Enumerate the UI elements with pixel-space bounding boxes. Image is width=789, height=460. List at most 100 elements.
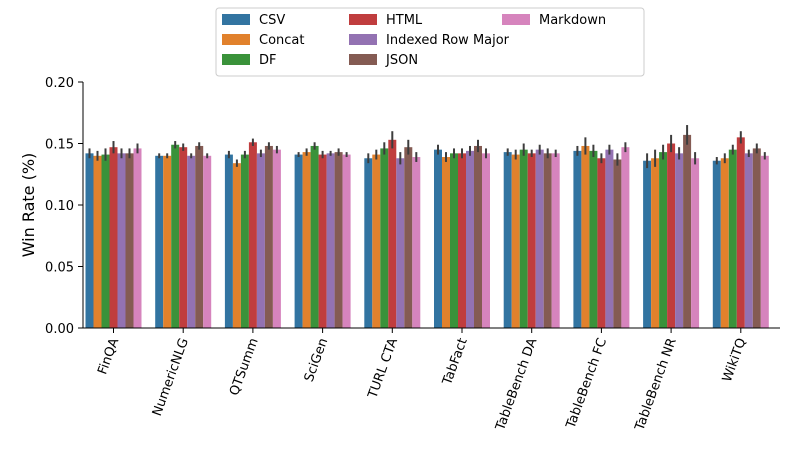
bar-html-9 [736,137,745,328]
bar-json-2 [264,145,273,328]
x-tick-label-tablebench-fc: TableBench FC [563,336,610,431]
bar-concat-6 [511,154,520,328]
bar-html-8 [667,143,676,328]
bar-csv-2 [224,154,233,328]
bar-concat-4 [372,154,381,328]
bar-markdown-0 [133,148,142,328]
bar-html-2 [248,142,257,328]
bar-indexed-row-major-9 [744,153,753,328]
bar-indexed-row-major-7 [605,149,614,328]
y-tick-label: 0.20 [45,76,74,91]
bar-csv-5 [434,149,442,328]
legend-swatch-csv [222,14,250,25]
bar-html-0 [109,147,118,328]
legend-swatch-html [349,14,377,25]
x-tick-label-finqa: FinQA [95,336,122,376]
bar-df-1 [171,144,180,328]
bar-html-7 [597,158,606,328]
bar-markdown-9 [760,155,769,328]
bar-concat-7 [581,145,590,328]
bar-indexed-row-major-5 [466,150,474,328]
x-tick-label-tablebench-da: TableBench DA [493,336,541,433]
bar-json-6 [543,153,552,328]
bar-markdown-8 [691,158,700,328]
bar-html-5 [458,153,466,328]
bar-csv-0 [85,153,94,328]
bar-indexed-row-major-3 [326,153,335,328]
bar-indexed-row-major-1 [187,155,196,328]
x-tick-label-tabfact: TabFact [440,336,471,388]
bar-csv-1 [155,155,164,328]
bar-concat-8 [651,158,660,328]
bar-concat-9 [720,158,729,328]
legend-label: CSV [259,13,285,28]
x-tick-label-qtsumm: QTSumm [227,336,262,398]
legend-swatch-concat [222,34,250,45]
error-bars-layer [88,125,766,169]
y-tick-label: 0.15 [45,138,74,153]
bar-concat-2 [232,163,241,328]
bar-concat-5 [442,157,450,328]
x-tick-label-wikitq: WikiTQ [720,336,750,384]
bar-json-7 [613,159,622,328]
bar-csv-4 [364,158,373,328]
bar-df-7 [589,150,598,328]
bar-indexed-row-major-0 [117,153,126,328]
bar-json-5 [474,145,482,328]
legend-label: JSON [385,53,418,68]
bar-df-3 [310,145,319,328]
bar-concat-1 [163,155,172,328]
bar-markdown-4 [412,157,421,328]
legend-label: HTML [386,13,423,28]
bar-indexed-row-major-6 [535,149,544,328]
bar-df-4 [380,148,389,328]
bar-indexed-row-major-2 [256,153,265,328]
x-tick-label-tablebench-nr: TableBench NR [632,336,680,433]
legend-swatch-json [349,54,377,65]
bar-json-0 [125,153,134,328]
bar-json-4 [404,147,413,328]
bar-json-1 [195,145,204,328]
legend-swatch-df [222,54,250,65]
bar-csv-7 [573,150,582,328]
bar-markdown-3 [342,154,351,328]
x-tick-label-numericnlg: NumericNLG [150,336,192,418]
bar-csv-8 [643,160,652,328]
bar-markdown-2 [272,149,281,328]
legend-box [215,7,645,77]
bar-indexed-row-major-4 [396,158,405,328]
legend-label: Concat [259,33,304,48]
x-tick-label-scigen: SciGen [302,336,332,384]
bar-df-9 [728,149,737,328]
bar-csv-3 [294,154,303,328]
legend-label: Markdown [539,13,606,28]
bar-df-0 [101,154,110,328]
bar-df-2 [240,154,249,328]
y-tick-label: 0.05 [45,261,74,276]
legend-label: DF [259,53,277,68]
bar-concat-3 [302,152,311,328]
bar-concat-0 [93,155,102,328]
bar-html-4 [388,139,397,328]
y-tick-label: 0.00 [45,322,74,337]
bar-indexed-row-major-8 [675,153,684,328]
bar-html-1 [179,147,188,328]
bar-json-8 [683,134,692,328]
bar-html-3 [318,154,327,328]
bar-markdown-6 [551,153,560,328]
bar-df-6 [519,149,528,328]
bars-layer [85,134,769,328]
bar-json-9 [752,148,761,328]
y-tick-label: 0.10 [45,199,74,214]
legend-swatch-indexed-row-major [349,34,377,45]
bar-markdown-1 [203,155,212,328]
bar-csv-9 [712,160,721,328]
bar-csv-6 [503,152,512,328]
bar-markdown-5 [482,153,490,328]
y-axis-label: Win Rate (%) [19,153,38,258]
bar-df-5 [450,153,458,328]
bar-markdown-7 [621,147,630,328]
legend: CSV Concat DF HTML Indexed Row Major JSON Mark… [215,7,645,77]
bar-json-3 [334,152,343,328]
